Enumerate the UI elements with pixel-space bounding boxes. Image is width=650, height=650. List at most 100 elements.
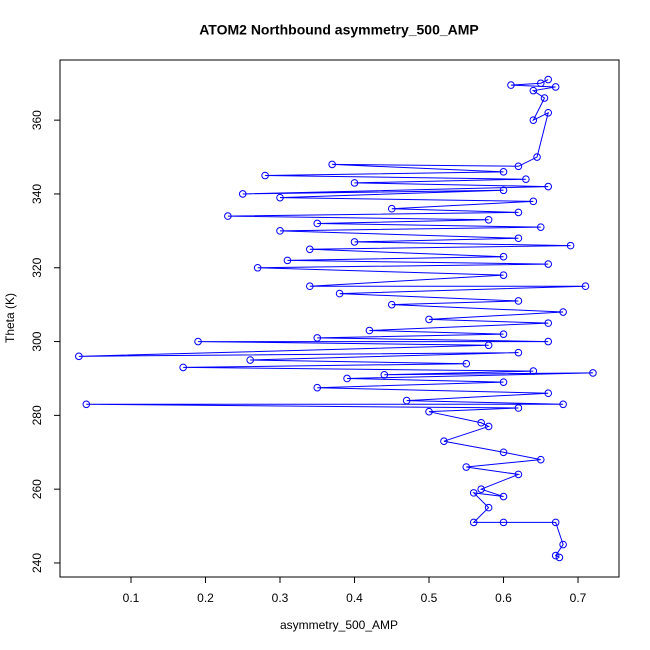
x-tick-label: 0.5 <box>421 591 438 605</box>
y-tick-label: 300 <box>30 331 44 351</box>
data-point <box>551 83 560 91</box>
data-point <box>544 319 553 327</box>
data-point <box>387 204 396 213</box>
data-point <box>462 463 471 471</box>
data-point <box>544 108 553 117</box>
data-point <box>224 212 232 220</box>
data-point <box>536 455 545 464</box>
data-point <box>350 179 359 187</box>
data-point <box>566 241 575 250</box>
data-point <box>499 378 508 386</box>
data-point <box>559 540 567 549</box>
data-point <box>387 300 396 309</box>
data-point <box>469 489 478 497</box>
data-point <box>529 197 538 206</box>
data-point <box>402 396 411 405</box>
y-tick-label: 240 <box>30 553 44 573</box>
data-point <box>477 418 485 427</box>
data-point <box>514 162 523 171</box>
data-point <box>536 79 545 88</box>
data-point <box>499 271 508 279</box>
data-point <box>544 75 553 84</box>
data-point <box>306 282 314 291</box>
data-point <box>544 337 553 346</box>
data-point <box>462 359 471 368</box>
x-axis-label: asymmetry_500_AMP <box>280 618 398 632</box>
data-point <box>306 245 314 254</box>
data-point <box>484 215 493 224</box>
data-point <box>328 160 336 169</box>
data-point <box>246 356 255 364</box>
x-tick-label: 0.4 <box>346 591 363 605</box>
data-point <box>522 175 530 183</box>
data-point <box>499 518 508 527</box>
data-point <box>544 260 553 268</box>
data-point <box>559 308 567 316</box>
data-point <box>514 297 523 305</box>
data-point <box>425 407 433 416</box>
data-point <box>484 422 493 431</box>
data-point <box>514 348 523 357</box>
data-point <box>559 400 567 409</box>
data-point <box>276 227 284 235</box>
data-point <box>544 389 553 398</box>
data-point <box>536 223 545 231</box>
x-tick-label: 0.1 <box>123 591 140 605</box>
data-point <box>484 503 493 512</box>
data-point <box>365 326 374 335</box>
data-point <box>514 208 523 217</box>
data-point <box>533 153 541 161</box>
data-point <box>589 369 597 377</box>
data-point <box>261 171 269 180</box>
data-point <box>529 86 538 95</box>
data-point <box>540 94 549 102</box>
data-point <box>529 367 538 375</box>
data-point <box>551 518 560 527</box>
data-point <box>499 168 508 176</box>
data-line <box>78 79 593 558</box>
data-point <box>529 116 538 124</box>
data-point <box>469 518 478 527</box>
data-point <box>484 341 493 350</box>
y-tick-label: 280 <box>30 405 44 425</box>
data-point <box>499 448 508 457</box>
data-point <box>499 186 508 195</box>
data-point <box>499 252 508 261</box>
x-tick-label: 0.3 <box>272 591 289 605</box>
data-point <box>551 551 560 560</box>
data-point <box>313 219 322 228</box>
data-point <box>276 193 284 202</box>
data-point <box>514 470 523 479</box>
x-tick-label: 0.2 <box>197 591 214 605</box>
data-point <box>194 337 202 346</box>
data-point <box>313 383 322 392</box>
chart-title: ATOM2 Northbound asymmetry_500_AMP <box>199 22 479 38</box>
data-point <box>507 81 515 89</box>
data-point <box>425 315 433 324</box>
x-tick-label: 0.6 <box>495 591 512 605</box>
plot-frame <box>59 59 620 578</box>
y-tick-label: 260 <box>30 479 44 499</box>
y-tick-label: 360 <box>30 110 44 130</box>
data-point <box>514 404 523 412</box>
data-point <box>343 374 351 383</box>
data-point <box>581 282 590 291</box>
y-tick-label: 320 <box>30 257 44 277</box>
data-point <box>335 289 344 298</box>
data-point <box>514 234 523 243</box>
data-point <box>313 334 322 342</box>
data-point <box>544 182 553 191</box>
data-point <box>440 437 448 445</box>
data-point <box>283 256 292 265</box>
data-point <box>499 492 508 501</box>
data-point <box>75 352 83 361</box>
data-point <box>350 238 359 246</box>
data-point <box>82 400 91 409</box>
data-point <box>238 190 247 198</box>
data-point <box>380 370 389 379</box>
data-point <box>499 330 508 338</box>
data-point <box>477 485 485 493</box>
data-point <box>179 363 187 372</box>
data-point <box>555 553 564 562</box>
